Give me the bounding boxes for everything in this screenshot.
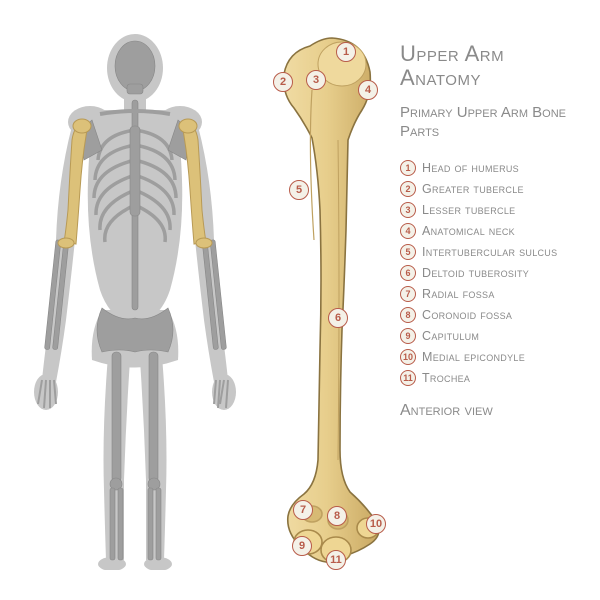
legend-label: Deltoid tuberosity [422, 266, 529, 280]
legend-label: Head of humerus [422, 161, 519, 175]
legend-item: 9 Capitulum [400, 328, 590, 344]
bone-marker-8: 8 [327, 506, 347, 526]
legend-label: Lesser tubercle [422, 203, 515, 217]
bone-marker-1: 1 [336, 42, 356, 62]
legend-number-icon: 9 [400, 328, 416, 344]
legend-number-icon: 6 [400, 265, 416, 281]
bone-marker-6: 6 [328, 308, 348, 328]
bone-marker-9: 9 [292, 536, 312, 556]
legend-number-icon: 10 [400, 349, 416, 365]
bone-marker-7: 7 [293, 500, 313, 520]
legend-item: 8 Coronoid fossa [400, 307, 590, 323]
legend-item: 11 Trochea [400, 370, 590, 386]
bone-marker-2: 2 [273, 72, 293, 92]
legend-label: Anatomical neck [422, 224, 515, 238]
legend-item: 6 Deltoid tuberosity [400, 265, 590, 281]
legend-label: Greater tubercle [422, 182, 524, 196]
bone-marker-3: 3 [306, 70, 326, 90]
title: Upper Arm Anatomy [400, 42, 590, 90]
view-label: Anterior view [400, 402, 590, 420]
legend-list: 1 Head of humerus 2 Greater tubercle 3 Lesser… [400, 160, 590, 386]
legend-item: 10 Medial epicondyle [400, 349, 590, 365]
legend-item: 1 Head of humerus [400, 160, 590, 176]
text-column: Upper Arm Anatomy Primary Upper Arm Bone… [400, 42, 590, 420]
anatomy-infographic: 1234567891011 Upper Arm Anatomy Primary … [0, 0, 600, 600]
legend-label: Radial fossa [422, 287, 495, 301]
legend-label: Trochea [422, 371, 470, 385]
legend-number-icon: 2 [400, 181, 416, 197]
legend-label: Coronoid fossa [422, 308, 512, 322]
legend-number-icon: 11 [400, 370, 416, 386]
legend-item: 2 Greater tubercle [400, 181, 590, 197]
legend-number-icon: 1 [400, 160, 416, 176]
legend-label: Capitulum [422, 329, 479, 343]
humerus-bone: 1234567891011 [268, 30, 388, 570]
legend-item: 3 Lesser tubercle [400, 202, 590, 218]
subtitle: Primary Upper Arm Bone Parts [400, 104, 590, 142]
bone-marker-10: 10 [366, 514, 386, 534]
bone-marker-4: 4 [358, 80, 378, 100]
legend-number-icon: 4 [400, 223, 416, 239]
bone-marker-5: 5 [289, 180, 309, 200]
legend-number-icon: 7 [400, 286, 416, 302]
legend-label: Medial epicondyle [422, 350, 525, 364]
bone-marker-11: 11 [326, 550, 346, 570]
legend-number-icon: 3 [400, 202, 416, 218]
legend-item: 4 Anatomical neck [400, 223, 590, 239]
legend-item: 7 Radial fossa [400, 286, 590, 302]
legend-label: Intertubercular sulcus [422, 245, 557, 259]
legend-number-icon: 5 [400, 244, 416, 260]
skeleton-figure [20, 30, 250, 570]
legend-item: 5 Intertubercular sulcus [400, 244, 590, 260]
legend-number-icon: 8 [400, 307, 416, 323]
